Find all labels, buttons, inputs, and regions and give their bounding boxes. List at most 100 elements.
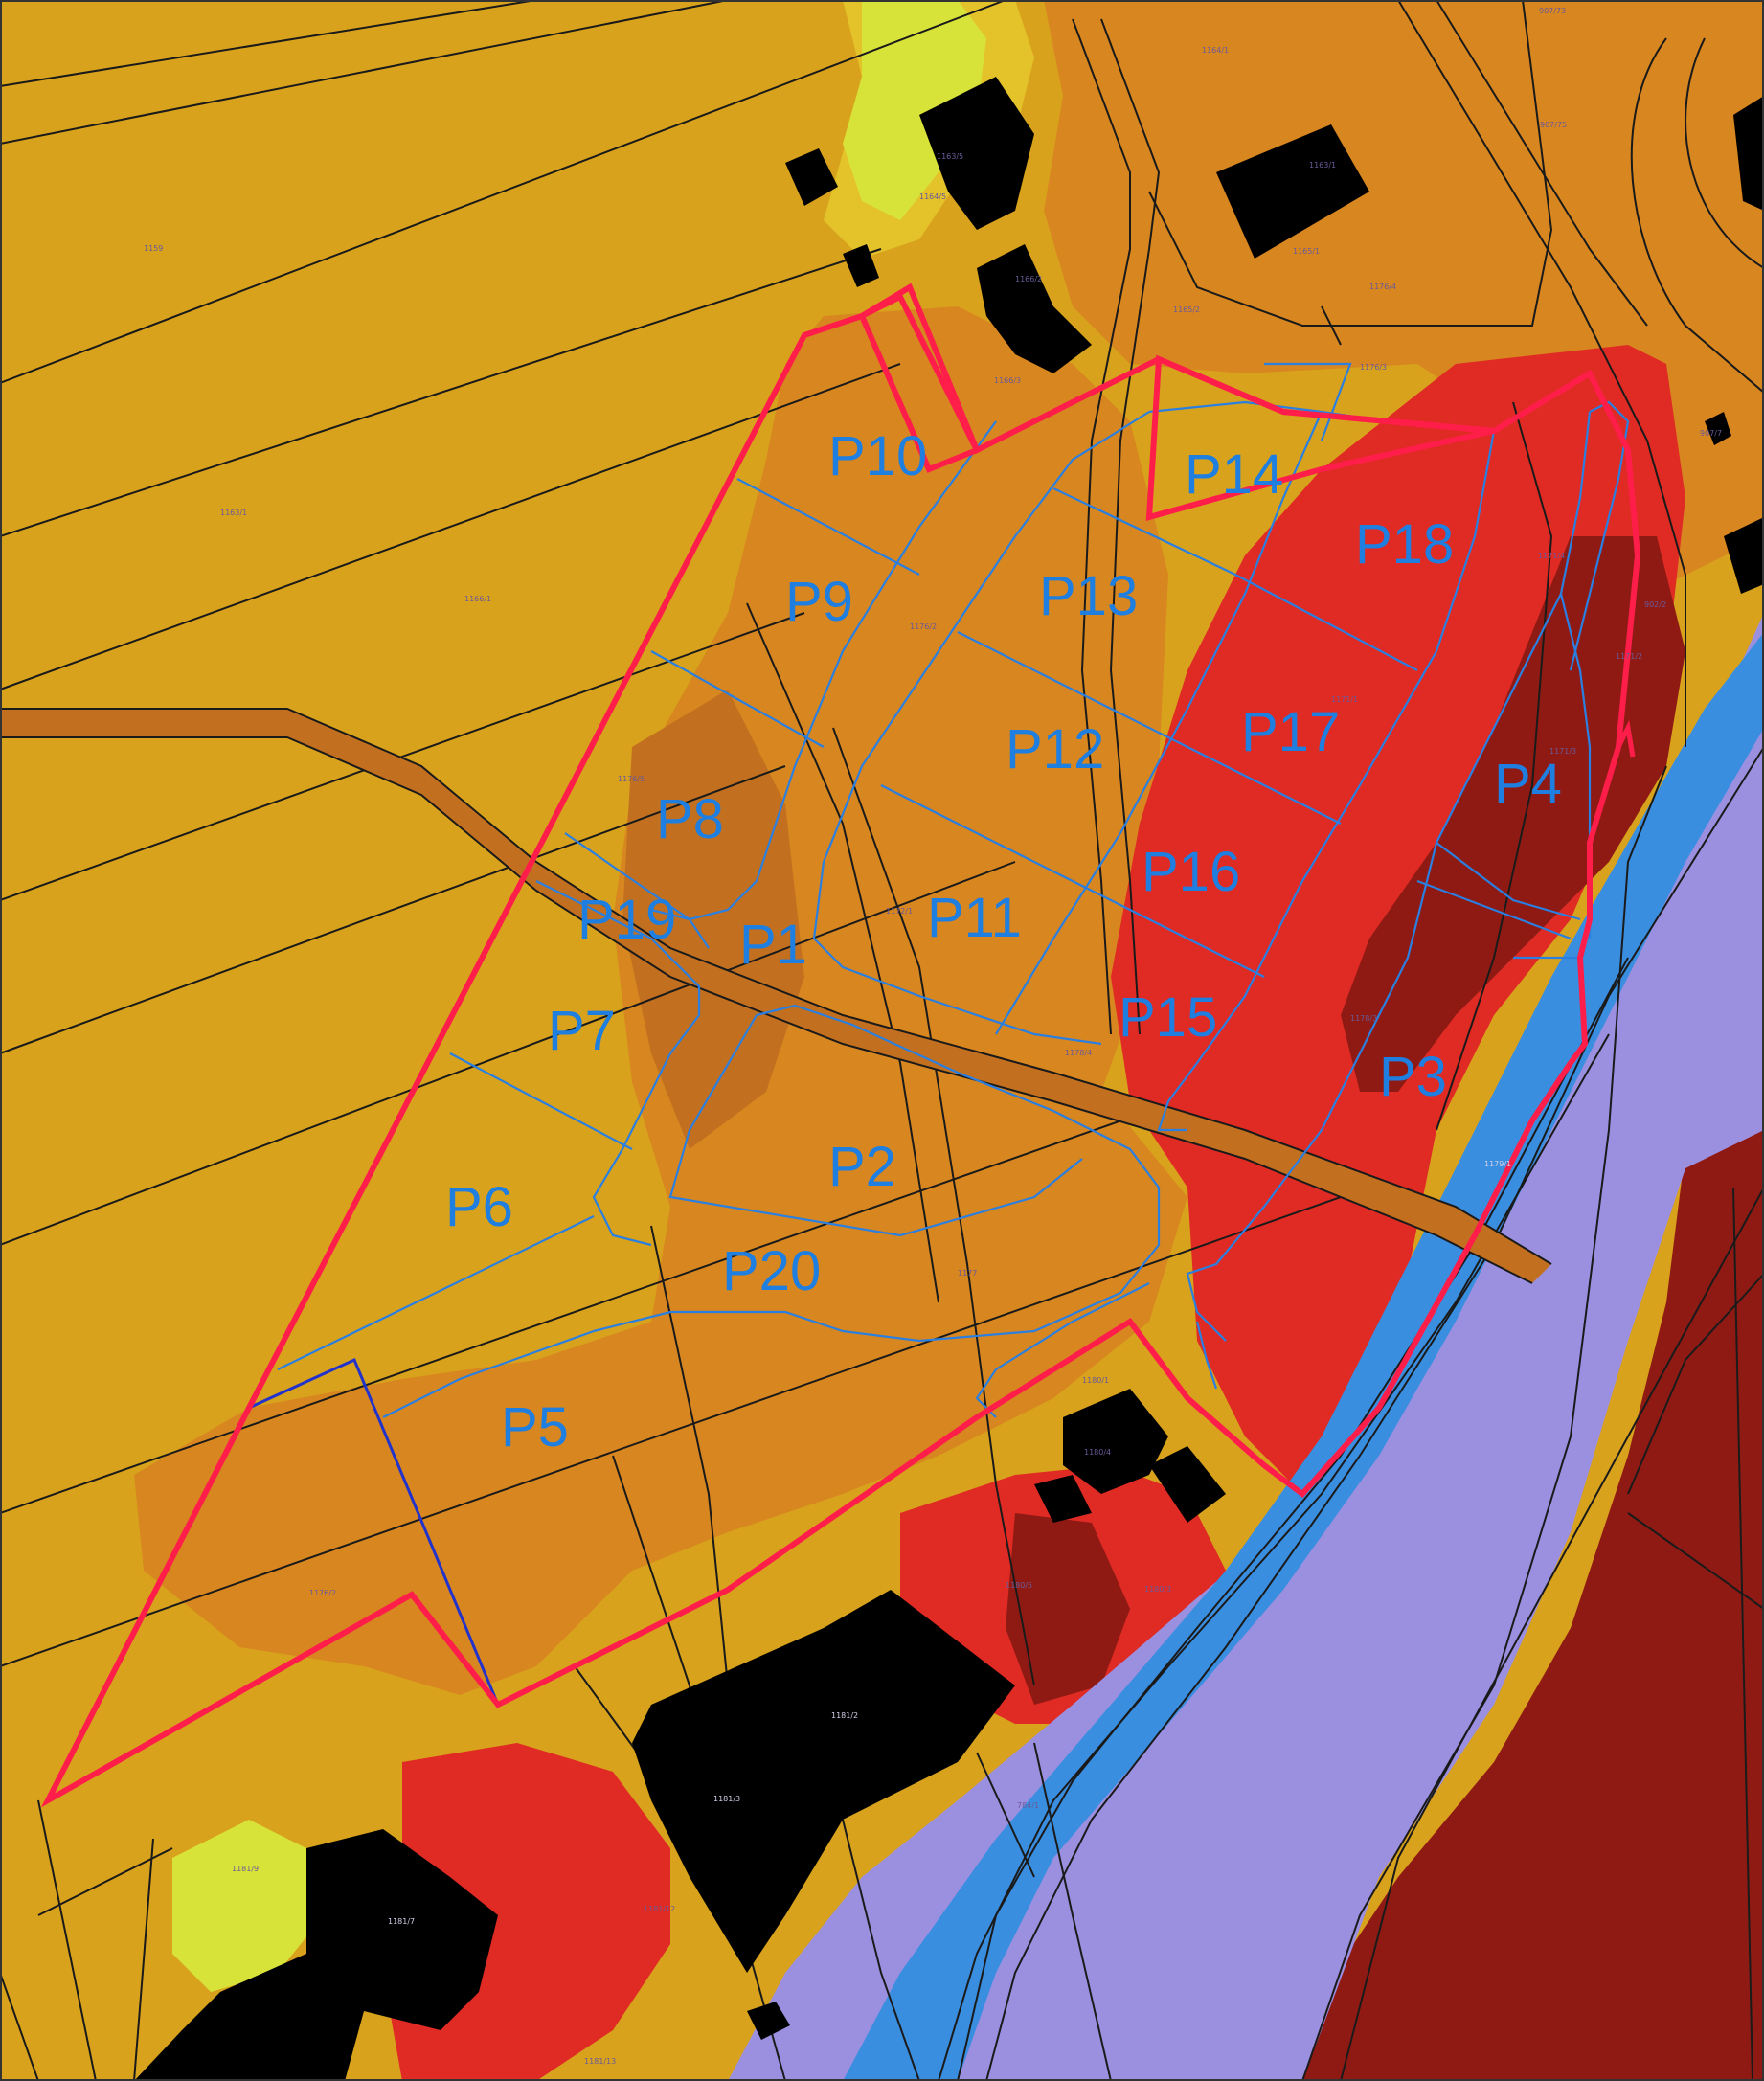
parcel-line (0, 248, 882, 537)
buildings (134, 77, 1764, 2081)
parcel-line (0, 0, 729, 145)
plot-outline (382, 1329, 595, 1418)
parcel-line (1685, 37, 1764, 269)
plot-outline (1186, 842, 1438, 1342)
parcel-line (0, 1196, 1342, 1667)
building (1034, 1475, 1092, 1523)
parcel-line (650, 1225, 729, 1686)
parcel-number: 1164/5 (919, 192, 946, 201)
building (1149, 1446, 1226, 1523)
site-boundary-p14 (1145, 354, 1495, 522)
parcel-number: 1166/3 (994, 376, 1021, 385)
parcel-number: 1171/3 (1549, 747, 1576, 756)
parcel-number: 1163/1 (220, 509, 247, 517)
parcel-number: 1181/13 (584, 2057, 616, 2066)
zone-lime (843, 0, 986, 220)
plot-label-p13: P13 (1039, 565, 1138, 627)
zone-dark-orange-center (622, 690, 804, 1149)
building (977, 244, 1092, 373)
building (785, 148, 838, 206)
plot-outline (1157, 430, 1496, 1132)
zone-river (843, 632, 1764, 2081)
parcel-number: 1181/12 (644, 1905, 675, 1913)
plot-outlines (277, 362, 1630, 1418)
parcel-number: 1163/1 (1309, 161, 1336, 170)
parcel-number: 1163/5 (937, 152, 963, 161)
plot-label-p8: P8 (656, 788, 724, 850)
plot-label-p19: P19 (577, 889, 676, 951)
building (134, 1829, 498, 2081)
parcel-number: 1176/5 (618, 775, 645, 783)
parcel-line (0, 363, 901, 690)
parcel-line (1100, 18, 1161, 1035)
plot-outline (957, 631, 1342, 825)
plot-label-p7: P7 (548, 1000, 616, 1062)
parcel-number: 1176/3 (1360, 363, 1387, 372)
parcel-number: 1180/1 (1082, 1376, 1109, 1385)
plot-label-p20: P20 (722, 1240, 821, 1302)
parcel-line (1340, 1187, 1764, 2081)
plot-label-p17: P17 (1241, 701, 1340, 763)
parcel-number: 1180/4 (1084, 1448, 1111, 1457)
parcel-line (0, 0, 1006, 384)
parcel-line (1630, 37, 1764, 394)
plot-label-p1: P1 (739, 914, 807, 976)
plot-label-p10: P10 (828, 425, 927, 487)
parcel-line (746, 602, 939, 1303)
plot-label-p9: P9 (785, 571, 853, 633)
plot-outline (1195, 1321, 1218, 1390)
building (632, 1590, 1015, 1973)
parcel-line (1033, 1742, 1112, 2081)
parcel-number: 1181/2 (831, 1711, 858, 1720)
parcel-line (0, 765, 786, 1054)
plot-label-p14: P14 (1185, 443, 1283, 506)
plot-outline (650, 650, 825, 748)
plot-outline (1052, 487, 1418, 671)
parcel-number: 1171/1 (1331, 695, 1358, 704)
parcel-number: 1165/2 (1173, 305, 1200, 314)
parcel-number: 1176/2 (309, 1589, 336, 1597)
site-boundary-arrow (1616, 720, 1636, 758)
parcel-line (1436, 401, 1553, 1131)
zone-dark-red-bottom-right (1283, 1130, 1764, 2081)
building (1216, 124, 1369, 259)
plot-label-p6: P6 (445, 1176, 513, 1238)
plot-label-p15: P15 (1119, 986, 1217, 1049)
parcel-number: 1179/1 (1484, 1160, 1511, 1168)
plot-outline (668, 1014, 1083, 1237)
parcel-number: 1181/3 (713, 1795, 740, 1803)
building (843, 244, 879, 287)
plot-label-p18: P18 (1355, 513, 1454, 576)
parcel-line (1072, 18, 1131, 1035)
parcel-number: 1165/1 (1293, 247, 1320, 256)
parcel-number: 1178/3 (1350, 1014, 1377, 1023)
plot-outline (1416, 879, 1572, 940)
parcel-line (1732, 1187, 1753, 2081)
parcel-number: 1176/4 (1369, 283, 1396, 291)
building (1063, 1389, 1168, 1494)
parcel-line (1321, 305, 1342, 346)
parcel-line (938, 1033, 1610, 2081)
road-fill (0, 709, 1551, 1283)
parcel-line (832, 727, 1035, 1686)
site-boundary (40, 283, 1641, 1808)
parcel-line (1301, 765, 1667, 2081)
parcel-line (37, 1799, 97, 2081)
parcel-line (37, 1847, 173, 1916)
parcel-line (985, 746, 1764, 2081)
zone-lavender-river-bank (728, 613, 1764, 2081)
parcel-number: 907/75 (1540, 121, 1567, 129)
parcel-number: 1181/7 (388, 1917, 415, 1926)
parcel-line (1627, 1512, 1764, 1610)
building (1705, 412, 1731, 445)
plot-label-p3: P3 (1379, 1046, 1447, 1108)
parcel-number: 1159 (144, 244, 163, 253)
parcel-numbers: 1159 1163/1 1166/1 1163/5 1164/5 1166/2 … (144, 7, 1722, 2066)
parcel-number: 902/2 (1644, 600, 1666, 609)
building (1724, 517, 1764, 594)
parcel-line (0, 861, 1016, 1246)
parcel-number: 1178/4 (1065, 1049, 1092, 1057)
